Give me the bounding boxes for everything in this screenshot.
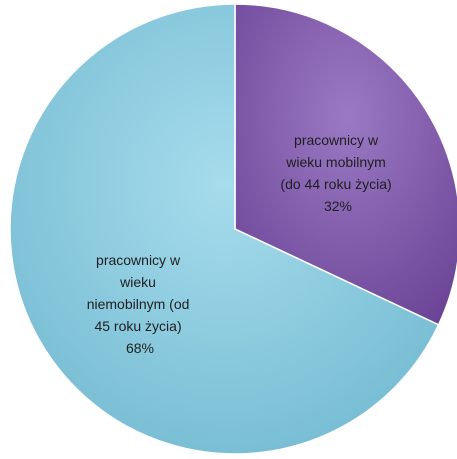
slice-label-line: (do 44 roku życia) (280, 176, 391, 192)
slice-label-line: pracownicy w (96, 252, 181, 268)
slice-label-line: pracownicy w (294, 132, 379, 148)
slice-value-label: 68% (126, 340, 154, 356)
slice-label-mobile-workers: pracownicy w wieku mobilnym (do 44 roku … (280, 132, 395, 214)
pie-slice-nonmobile-workers (9, 3, 440, 455)
slice-label-line: 45 roku życia) (94, 318, 181, 334)
pie-slice-mobile-workers (234, 3, 457, 326)
slice-label-line: niemobilnym (od (87, 296, 190, 312)
slice-label-line: wieku (119, 274, 156, 290)
slice-label-nonmobile-workers: pracownicy w wieku niemobilnym (od 45 ro… (87, 252, 194, 356)
slice-label-line: wieku mobilnym (285, 154, 386, 170)
slice-value-label: 32% (324, 198, 352, 214)
